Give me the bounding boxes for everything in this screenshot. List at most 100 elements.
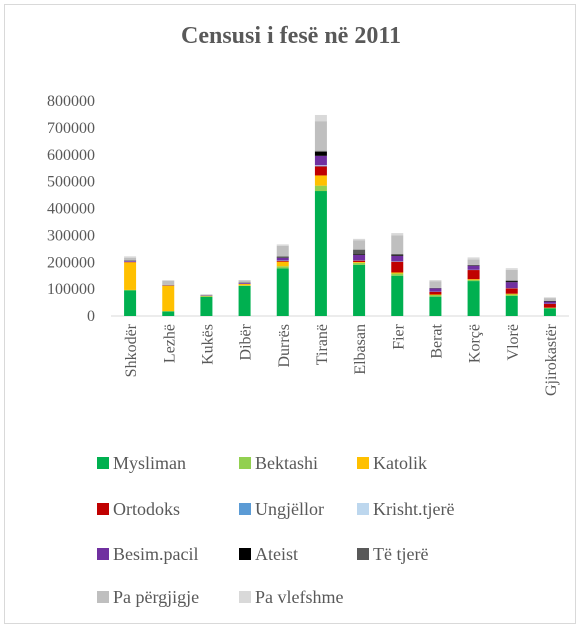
- bar-segment: [505, 281, 518, 283]
- legend-label: Katolik: [373, 453, 427, 473]
- x-tick-label: Tiranë: [314, 324, 331, 365]
- bar-segment: [276, 257, 289, 261]
- bar-segment: [353, 260, 366, 262]
- legend-label: Pa përgjigje: [113, 587, 199, 607]
- bar-segment: [543, 301, 556, 302]
- bar-segment: [391, 233, 404, 236]
- legend-swatch: [239, 503, 251, 515]
- bar-segment: [391, 255, 404, 256]
- legend-label: Pa vlefshme: [255, 587, 343, 607]
- bar-segment: [238, 285, 251, 286]
- bar-segment: [124, 290, 137, 316]
- bar-segment: [314, 150, 327, 152]
- bar-segment: [543, 297, 556, 299]
- bar-segment: [276, 268, 289, 316]
- bar-segment: [505, 293, 518, 295]
- x-tick-label: Lezhë: [161, 324, 178, 363]
- bar-segment: [353, 264, 366, 316]
- bar-segment: [314, 114, 327, 122]
- bar-segment: [543, 298, 556, 301]
- bar-segment: [124, 262, 137, 290]
- bar-segment: [391, 235, 404, 255]
- y-tick-label: 700000: [47, 120, 95, 137]
- legend-swatch: [239, 591, 251, 603]
- bar-segment: [467, 270, 480, 280]
- x-tick-label: Dibër: [238, 323, 255, 360]
- x-tick-label: Gjirokastër: [543, 323, 560, 396]
- bar-segment: [429, 296, 442, 316]
- bar-segment: [124, 257, 137, 261]
- y-tick-label: 0: [87, 308, 95, 325]
- bar-segment: [162, 280, 175, 281]
- legend-swatch: [97, 548, 109, 560]
- legend-swatch: [97, 457, 109, 469]
- bar-segment: [429, 291, 442, 295]
- x-tick-label: Elbasan: [352, 324, 369, 375]
- bar-segment: [429, 295, 442, 297]
- bar-segment: [276, 266, 289, 269]
- bar-segment: [314, 165, 327, 167]
- bar-segment: [505, 295, 518, 316]
- bar-segment: [391, 272, 404, 274]
- legend-label: Besim.pacil: [113, 544, 198, 564]
- bar-segment: [200, 296, 213, 316]
- bar-segment: [124, 256, 137, 258]
- bar-segment: [505, 288, 518, 294]
- bar-segment: [391, 275, 404, 316]
- bar-segment: [353, 254, 366, 261]
- bar-segment: [429, 280, 442, 282]
- bar-segment: [314, 185, 327, 192]
- bar-segment: [276, 256, 289, 258]
- bar-segment: [314, 121, 327, 151]
- bar-segment: [276, 245, 289, 257]
- bar-segment: [429, 294, 442, 296]
- bar-segment: [467, 279, 480, 280]
- legend-label: Ungjëllor: [255, 499, 324, 519]
- y-tick-label: 800000: [47, 93, 95, 110]
- bar-segment: [276, 257, 289, 258]
- x-tick-label: Vlorë: [505, 324, 522, 360]
- bar-segment: [238, 280, 251, 283]
- bar-segment: [314, 191, 327, 316]
- bar-segment: [429, 288, 442, 292]
- bar-segment: [505, 280, 518, 282]
- legend-label: Bektashi: [255, 453, 318, 473]
- bar-segment: [505, 269, 518, 281]
- bar-segment: [353, 240, 366, 250]
- legend-label: Të tjerë: [373, 544, 428, 564]
- bar-segment: [124, 260, 137, 262]
- bar-segment: [162, 280, 175, 285]
- bar-segment: [353, 249, 366, 255]
- legend-swatch: [357, 503, 369, 515]
- bar-segment: [314, 175, 327, 186]
- bar-segment: [353, 254, 366, 255]
- bar-segment: [505, 268, 518, 270]
- bar-segment: [391, 254, 404, 256]
- bar-segment: [276, 244, 289, 246]
- bar-segment: [467, 281, 480, 316]
- bar-segment: [505, 282, 518, 289]
- bar-segment: [543, 301, 556, 304]
- bar-segment: [543, 307, 556, 309]
- bar-segment: [391, 261, 404, 273]
- bar-segment: [467, 265, 480, 266]
- bar-segment: [353, 238, 366, 241]
- x-tick-label: Fier: [390, 323, 407, 349]
- bar-segment: [124, 289, 137, 291]
- bar-segment: [467, 279, 480, 282]
- bar-segment: [314, 155, 327, 166]
- legend-swatch: [239, 457, 251, 469]
- legend-swatch: [239, 548, 251, 560]
- y-tick-label: 300000: [47, 227, 95, 244]
- bar-segment: [353, 261, 366, 263]
- y-tick-label: 200000: [47, 254, 95, 271]
- bar-segment: [276, 260, 289, 262]
- bar-segment: [238, 285, 251, 316]
- chart-frame: Censusi i fesë në 2011 0 100000 200000 3000…: [4, 4, 576, 624]
- bar-segment: [467, 259, 480, 265]
- chart-title: Censusi i fesë në 2011: [180, 23, 401, 49]
- x-tick-label: Berat: [428, 323, 445, 358]
- legend-swatch: [97, 503, 109, 515]
- bar-segment: [543, 303, 556, 308]
- bar-segment: [238, 284, 251, 286]
